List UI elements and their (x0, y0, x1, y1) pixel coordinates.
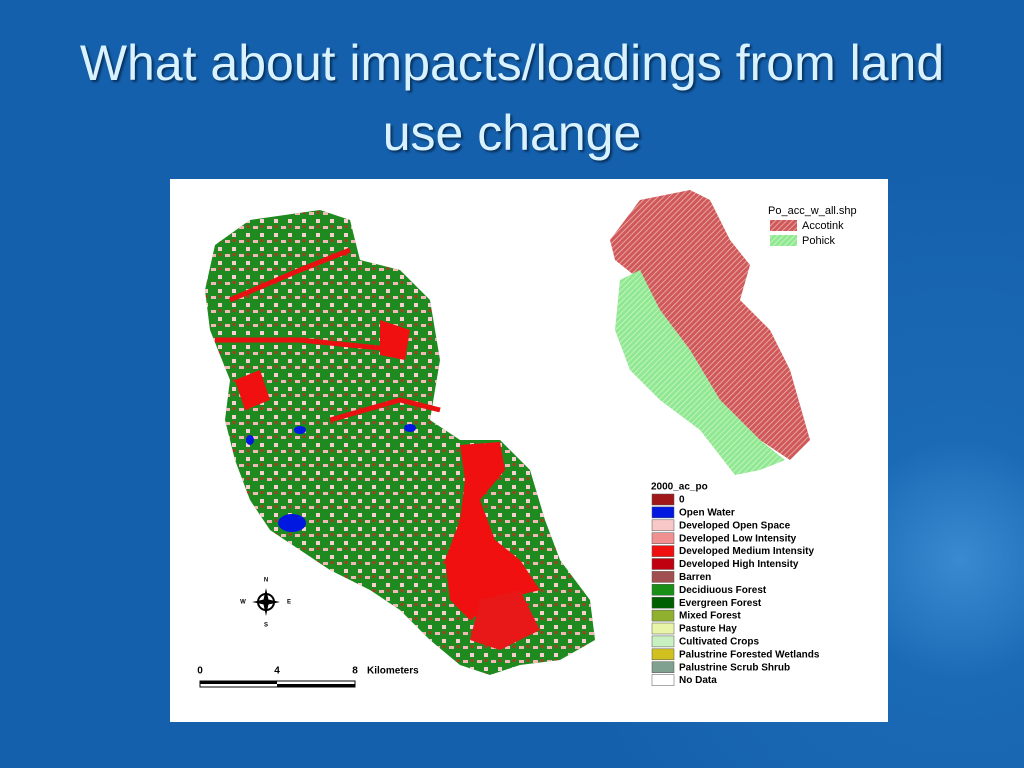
inset-legend-title: Po_acc_w_all.shp (768, 205, 857, 217)
legend-swatch (651, 661, 675, 673)
legend-label: Palustrine Scrub Shrub (679, 662, 790, 673)
legend-swatch (651, 558, 675, 570)
legend-swatch (651, 493, 675, 506)
scale-unit: Kilometers (367, 666, 419, 677)
scale-label: 4 (274, 666, 280, 677)
legend-swatch (651, 545, 675, 557)
inset-legend-hatch (770, 235, 797, 246)
legend-label: Mixed Forest (679, 611, 741, 622)
legend-title: 2000_ac_po (651, 482, 708, 493)
legend-swatch (651, 622, 675, 635)
legend-label: Developed Low Intensity (679, 533, 797, 544)
compass-e: E (287, 600, 291, 606)
legend-label: Developed Medium Intensity (679, 546, 814, 557)
legend-swatch (651, 571, 675, 583)
scale-label: 0 (197, 666, 203, 677)
legend-swatch (651, 506, 675, 519)
compass-n: N (264, 578, 268, 584)
legend-label: Developed Open Space (679, 520, 791, 531)
legend-label: Palustrine Forested Wetlands (679, 649, 820, 660)
watershed-map (205, 210, 595, 675)
scale-bar: 0 4 8 Kilometers (197, 666, 419, 688)
legend-swatch (651, 635, 675, 648)
compass: N S W E (240, 578, 291, 629)
legend-label: No Data (679, 675, 717, 686)
legend-label: Pasture Hay (679, 624, 737, 635)
inset-map (610, 190, 810, 475)
legend-label: Barren (679, 572, 711, 583)
legend-label: Developed High Intensity (679, 559, 799, 570)
legend-swatch (651, 609, 675, 622)
compass-w: W (240, 600, 246, 606)
legend-swatch (651, 532, 675, 544)
legend-swatch (651, 584, 675, 596)
legend-label: Decidiuous Forest (679, 585, 767, 596)
compass-s: S (264, 623, 268, 629)
inset-legend-label: Accotink (802, 220, 844, 232)
legend-swatch (651, 648, 675, 661)
legend-label: Open Water (679, 508, 735, 519)
legend-label: Evergreen Forest (679, 598, 762, 609)
legend-swatch (651, 596, 675, 609)
inset-legend-hatch (770, 220, 797, 231)
slide-title: What about impacts/loadings from land us… (79, 35, 945, 161)
inset-legend-label: Pohick (802, 235, 836, 247)
legend-label: Cultivated Crops (679, 637, 759, 648)
legend-swatch (651, 519, 675, 532)
scale-label: 8 (352, 666, 358, 677)
legend-swatch (651, 674, 675, 686)
legend-label: 0 (679, 495, 685, 506)
